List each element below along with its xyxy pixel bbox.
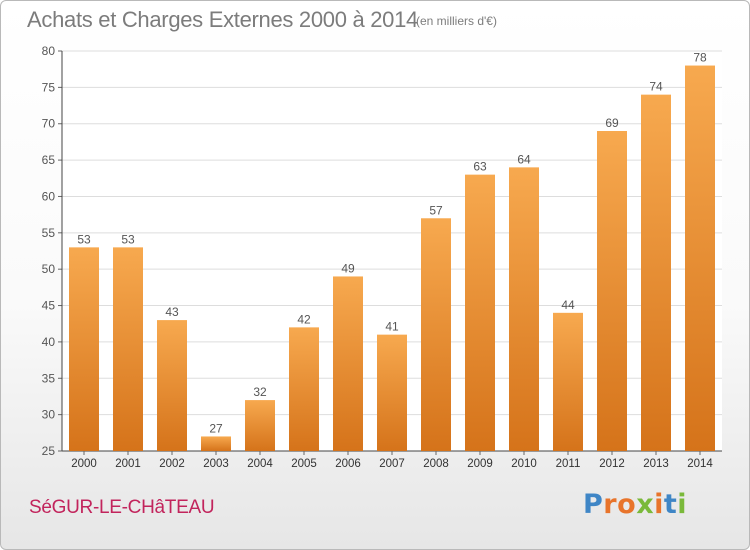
bar xyxy=(201,436,231,451)
y-tick-label: 35 xyxy=(42,371,56,385)
x-tick-label: 2010 xyxy=(511,458,537,470)
y-tick-label: 40 xyxy=(42,335,56,349)
bar xyxy=(685,65,715,451)
data-label: 41 xyxy=(385,320,399,334)
x-tick-label: 2009 xyxy=(467,458,493,470)
data-label: 74 xyxy=(649,80,663,94)
x-tick-label: 2002 xyxy=(159,458,185,470)
proxiti-logo[interactable]: Proxiti xyxy=(583,489,687,520)
y-tick-label: 70 xyxy=(42,117,56,131)
y-tick-label: 45 xyxy=(42,299,56,313)
data-label: 42 xyxy=(297,312,311,326)
bar xyxy=(69,247,99,451)
commune-name: SéGUR-LE-CHâTEAU xyxy=(29,497,215,518)
brand-letter: o xyxy=(617,489,637,520)
x-tick-label: 2008 xyxy=(423,458,449,470)
x-tick-label: 2012 xyxy=(599,458,625,470)
bar xyxy=(421,218,451,451)
y-tick-label: 50 xyxy=(42,262,56,276)
brand-letter: x xyxy=(636,489,655,520)
data-label: 57 xyxy=(429,203,443,217)
data-label: 64 xyxy=(517,152,531,166)
bar xyxy=(333,276,363,451)
chart-subtitle: (en milliers d'€) xyxy=(416,14,497,28)
y-tick-label: 55 xyxy=(42,226,56,240)
x-tick-label: 2013 xyxy=(643,458,669,470)
bar xyxy=(553,312,583,451)
data-label: 44 xyxy=(561,298,575,312)
y-tick-label: 75 xyxy=(42,80,56,94)
bar xyxy=(641,94,671,452)
x-tick-label: 2007 xyxy=(379,458,405,470)
brand-letter: t xyxy=(663,489,678,520)
y-tick-label: 80 xyxy=(42,44,56,58)
x-tick-label: 2003 xyxy=(203,458,229,470)
brand-letter: P xyxy=(583,489,604,520)
data-label: 43 xyxy=(165,305,179,319)
bar xyxy=(509,167,539,451)
bar xyxy=(465,174,495,452)
x-tick-label: 2000 xyxy=(71,458,97,470)
data-label: 53 xyxy=(121,232,135,246)
y-tick-label: 60 xyxy=(42,189,56,203)
data-label: 63 xyxy=(473,160,487,174)
data-label: 27 xyxy=(209,421,223,435)
brand-letter: i xyxy=(677,489,688,520)
brand-letter: r xyxy=(603,489,618,520)
x-tick-label: 2005 xyxy=(291,458,317,470)
chart-title: Achats et Charges Externes 2000 à 2014 xyxy=(27,7,418,32)
y-tick-label: 65 xyxy=(42,153,56,167)
bar xyxy=(157,320,187,451)
bar xyxy=(289,327,319,451)
bar xyxy=(377,334,407,451)
brand-letter: i xyxy=(654,489,664,520)
data-label: 78 xyxy=(693,51,707,65)
data-label: 32 xyxy=(253,385,267,399)
x-tick-label: 2004 xyxy=(247,458,273,470)
x-tick-label: 2011 xyxy=(556,458,581,470)
data-label: 53 xyxy=(77,232,91,246)
bar xyxy=(113,247,143,451)
bar xyxy=(597,131,627,451)
x-tick-label: 2001 xyxy=(115,458,141,470)
y-tick-label: 25 xyxy=(42,444,56,458)
data-label: 69 xyxy=(605,116,619,130)
x-tick-label: 2014 xyxy=(687,458,713,470)
data-label: 49 xyxy=(341,261,355,275)
bar xyxy=(245,400,275,451)
y-tick-label: 30 xyxy=(42,408,56,422)
x-tick-label: 2006 xyxy=(335,458,361,470)
